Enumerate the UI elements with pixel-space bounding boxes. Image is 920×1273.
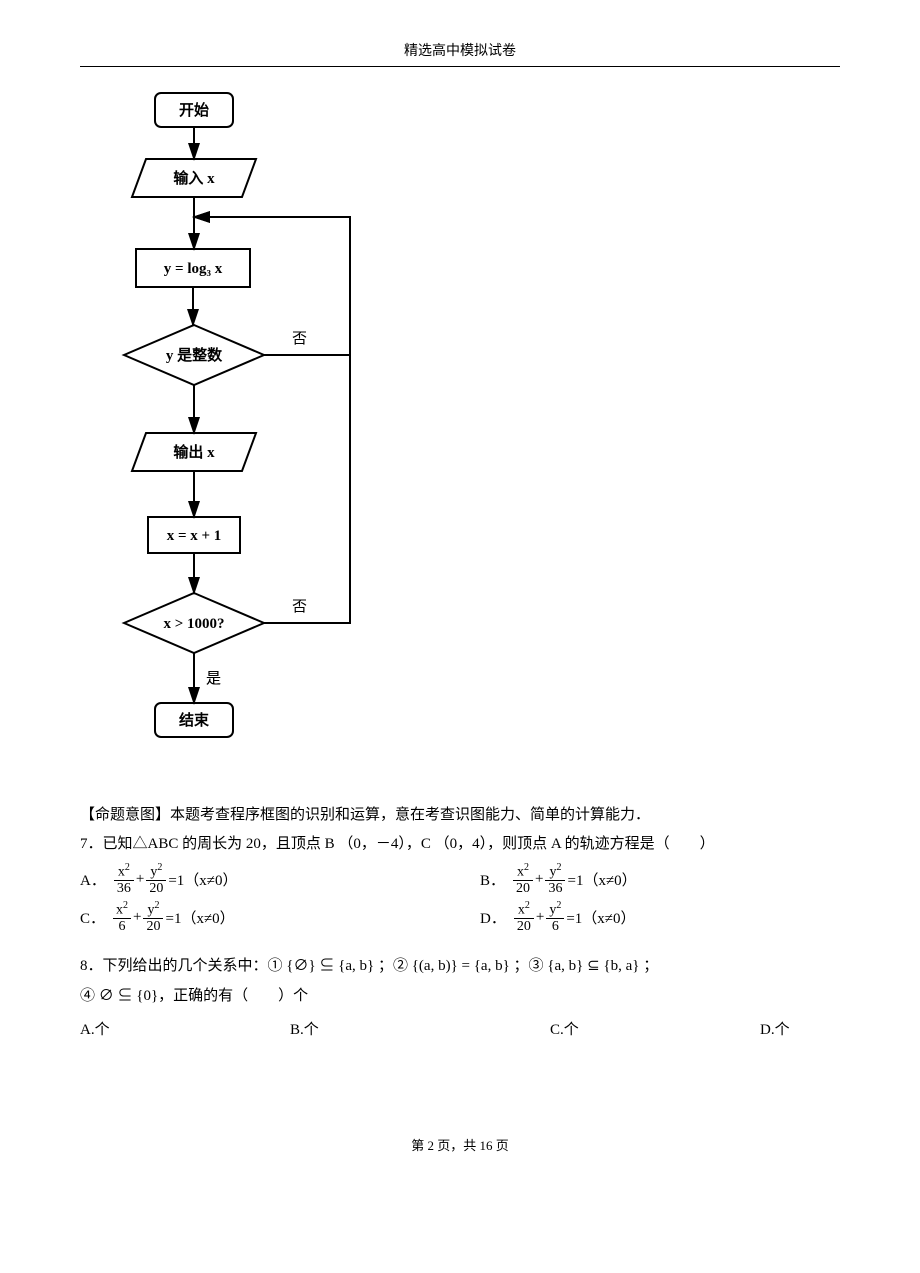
q7-a-frac1: x236	[114, 862, 134, 896]
q7-row1: A． x236 + y220 =1（x≠0） B． x220 + y236 =1…	[80, 862, 840, 896]
q8-number: 8．	[80, 958, 103, 974]
svg-text:x > 1000?: x > 1000?	[163, 616, 224, 632]
flowchart-svg: 开始输入 x y = log₃ x y 是整数输出 x x = x + 1 x > 10…	[100, 85, 380, 785]
q8-opt-a: A.个	[80, 1015, 290, 1045]
svg-text:开始: 开始	[179, 101, 209, 119]
q8-block: 8．下列给出的几个关系中：① {∅} ⊆ {a, b} ；② {(a, b)} …	[80, 951, 840, 1045]
footer-suffix: 页	[493, 1138, 509, 1153]
header-title: 精选高中模拟试卷	[404, 44, 516, 59]
q7-a-frac2: y220	[146, 862, 166, 896]
footer-total: 16	[480, 1138, 493, 1153]
q7-a-label: A．	[80, 869, 106, 890]
q7-b-frac1: x220	[513, 862, 533, 896]
q7-stem: 7．已知△ABC 的周长为 20，且顶点 B （0，－4），C （0，4），则顶…	[80, 830, 840, 859]
q7-c-tail: =1（x≠0）	[165, 907, 234, 928]
q7-b-tail: =1（x≠0）	[567, 869, 636, 890]
q7-c-frac2: y220	[143, 900, 163, 934]
intent-text: 【命题意图】本题考查程序框图的识别和运算，意在考查识图能力、简单的计算能力．	[80, 801, 840, 830]
footer-mid: 页，共	[434, 1138, 480, 1153]
footer-prefix: 第	[411, 1138, 427, 1153]
svg-text:y = log₃ x: y = log₃ x	[164, 261, 223, 277]
svg-text:否: 否	[292, 331, 307, 347]
plus: +	[535, 871, 543, 888]
q7-row2: C． x26 + y220 =1（x≠0） D． x220 + y26 =1（x…	[80, 900, 840, 934]
svg-text:x = x + 1: x = x + 1	[167, 528, 222, 544]
q8-line2: ④ ∅ ⊆ {0}，正确的有（ ）个	[80, 981, 840, 1011]
page-footer: 第 2 页，共 16 页	[80, 1135, 840, 1154]
q7-stem-text: 已知△ABC 的周长为 20，且顶点 B （0，－4），C （0，4），则顶点 …	[103, 836, 715, 852]
svg-text:结束: 结束	[179, 711, 210, 729]
q7-option-a: A． x236 + y220 =1（x≠0）	[80, 862, 480, 896]
page-root: 精选高中模拟试卷 开始输入 x y = log₃ x y 是整数输出 x x = x …	[0, 0, 920, 1184]
svg-text:输出 x: 输出 x	[173, 443, 215, 461]
q7-number: 7．	[80, 836, 103, 852]
q7-b-label: B．	[480, 869, 505, 890]
svg-text:是: 是	[206, 671, 221, 687]
svg-text:否: 否	[292, 599, 307, 615]
svg-text:y 是整数: y 是整数	[166, 346, 223, 364]
q7-d-label: D．	[480, 907, 506, 928]
q8-options: A.个 B.个 C.个 D.个	[80, 1015, 840, 1045]
q8-line1: 8．下列给出的几个关系中：① {∅} ⊆ {a, b} ；② {(a, b)} …	[80, 951, 840, 981]
q8-opt-c: C.个	[550, 1015, 760, 1045]
plus: +	[136, 871, 144, 888]
flowchart-container: 开始输入 x y = log₃ x y 是整数输出 x x = x + 1 x > 10…	[100, 85, 840, 785]
plus: +	[133, 909, 141, 926]
q7-d-frac2: y26	[546, 900, 564, 934]
q7-a-tail: =1（x≠0）	[168, 869, 237, 890]
q8-opt-b: B.个	[290, 1015, 550, 1045]
q7-option-b: B． x220 + y236 =1（x≠0）	[480, 862, 637, 896]
svg-text:输入 x: 输入 x	[173, 169, 215, 187]
page-header: 精选高中模拟试卷	[80, 40, 840, 60]
q8-opt-d: D.个	[760, 1015, 790, 1045]
q7-c-label: C．	[80, 907, 105, 928]
header-rule	[80, 66, 840, 67]
q7-option-d: D． x220 + y26 =1（x≠0）	[480, 900, 636, 934]
q7-c-frac1: x26	[113, 900, 131, 934]
q7-d-frac1: x220	[514, 900, 534, 934]
q7-b-frac2: y236	[545, 862, 565, 896]
q7-option-c: C． x26 + y220 =1（x≠0）	[80, 900, 480, 934]
q8-stem1: 下列给出的几个关系中：① {∅} ⊆ {a, b} ；② {(a, b)} = …	[103, 958, 659, 974]
plus: +	[536, 909, 544, 926]
q7-d-tail: =1（x≠0）	[566, 907, 635, 928]
